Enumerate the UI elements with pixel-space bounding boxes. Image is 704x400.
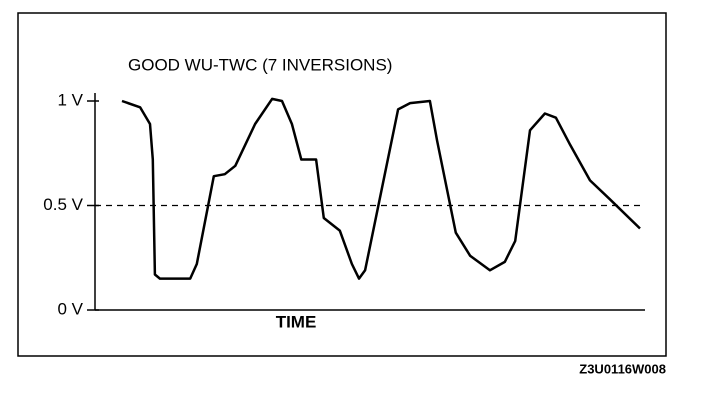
- frame: [17, 12, 667, 357]
- y-tick-label: 1 V: [57, 90, 83, 109]
- y-tick-label: 0 V: [57, 299, 83, 318]
- caption: Z3U0116W008: [579, 361, 666, 376]
- chart-title: GOOD WU-TWC (7 INVERSIONS): [128, 55, 392, 74]
- data-line: [121, 97, 641, 280]
- y-tick-label: 0.5 V: [43, 195, 83, 214]
- x-axis-label: TIME: [276, 312, 317, 331]
